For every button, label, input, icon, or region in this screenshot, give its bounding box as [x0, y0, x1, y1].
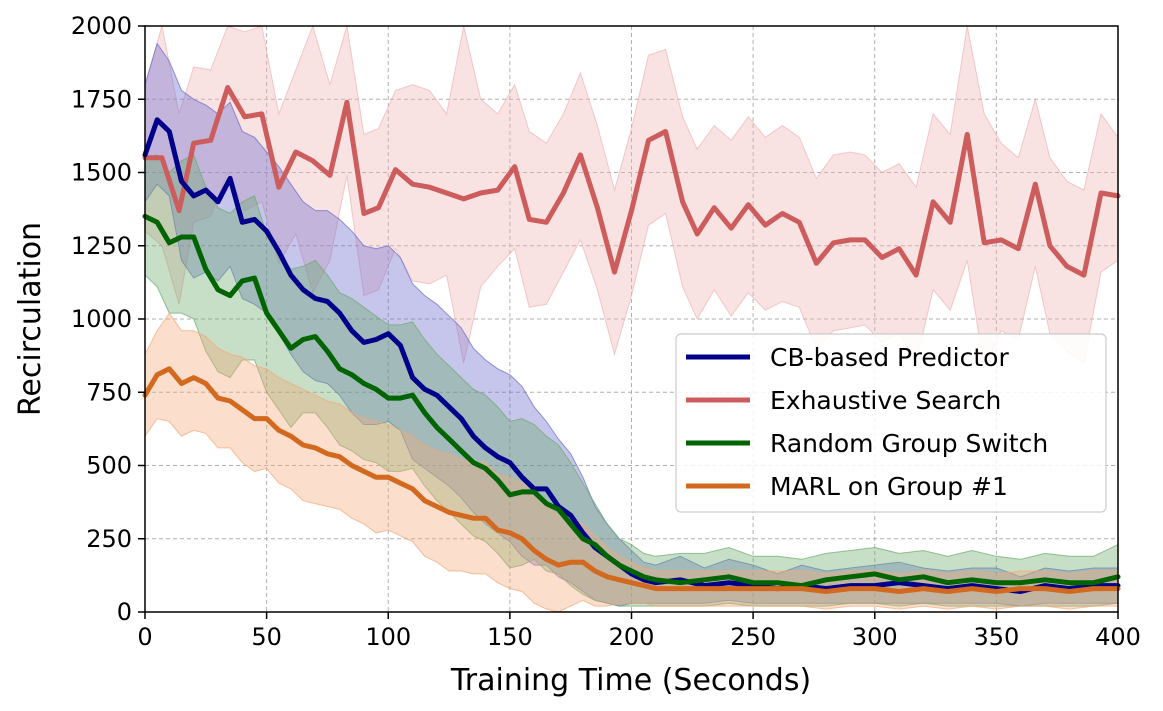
- y-tick-label: 0: [117, 598, 132, 626]
- y-tick-label: 1250: [71, 232, 132, 260]
- legend-label: Random Group Switch: [770, 429, 1048, 458]
- y-tick-label: 1500: [71, 159, 132, 187]
- x-tick-label: 300: [852, 623, 898, 651]
- y-tick-label: 1000: [71, 305, 132, 333]
- y-tick-label: 750: [86, 378, 132, 406]
- legend-label: CB-based Predictor: [770, 343, 1009, 372]
- x-tick-label: 150: [487, 623, 533, 651]
- line-exhaustive-search: [142, 85, 1121, 278]
- legend-label: MARL on Group #1: [770, 472, 1008, 501]
- legend: CB-based Predictor Exhaustive Search Rando…: [675, 333, 1107, 513]
- x-tick-label: 250: [730, 623, 776, 651]
- x-tick-label: 400: [1095, 623, 1141, 651]
- x-tick-label: 200: [609, 623, 655, 651]
- gridlines: [145, 26, 1118, 612]
- y-tick-label: 500: [86, 452, 132, 480]
- x-axis-title: Training Time (Seconds): [450, 663, 811, 698]
- x-tick-label: 0: [137, 623, 152, 651]
- series-lines: [142, 85, 1121, 594]
- line-random-group-switch: [142, 213, 1121, 589]
- line-marl-on-group-1: [142, 366, 1121, 594]
- x-tick-label: 350: [973, 623, 1019, 651]
- x-tick-label: 50: [251, 623, 282, 651]
- line-cb-based-predictor: [142, 117, 1121, 594]
- y-tick-label: 2000: [71, 12, 132, 40]
- legend-label: Exhaustive Search: [770, 386, 1001, 415]
- y-ticks: 0 250 500 750 1000 1250 1500 1750 2000: [71, 12, 145, 626]
- y-axis-title: Recirculation: [13, 222, 48, 416]
- x-ticks: 0 50 100 150 200 250 300 350 400: [137, 612, 1141, 651]
- x-tick-label: 100: [365, 623, 411, 651]
- y-tick-label: 250: [86, 525, 132, 553]
- y-tick-label: 1750: [71, 85, 132, 113]
- legend-frame: [675, 333, 1107, 513]
